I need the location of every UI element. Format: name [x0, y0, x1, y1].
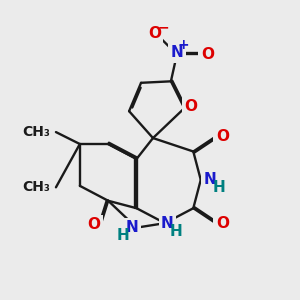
Text: H: H: [117, 229, 130, 244]
Text: N: N: [126, 220, 139, 235]
Text: H: H: [170, 224, 183, 239]
Text: H: H: [212, 180, 225, 195]
Text: N: N: [203, 172, 216, 188]
Text: O: O: [148, 26, 161, 41]
Text: O: O: [201, 47, 214, 62]
Text: −: −: [158, 21, 169, 34]
Text: O: O: [184, 99, 197, 114]
Text: O: O: [88, 217, 101, 232]
Text: CH₃: CH₃: [23, 180, 51, 194]
Text: O: O: [216, 129, 229, 144]
Text: N: N: [170, 46, 183, 61]
Text: O: O: [216, 216, 229, 231]
Text: +: +: [178, 38, 189, 52]
Text: CH₃: CH₃: [23, 125, 51, 139]
Text: N: N: [161, 216, 174, 231]
